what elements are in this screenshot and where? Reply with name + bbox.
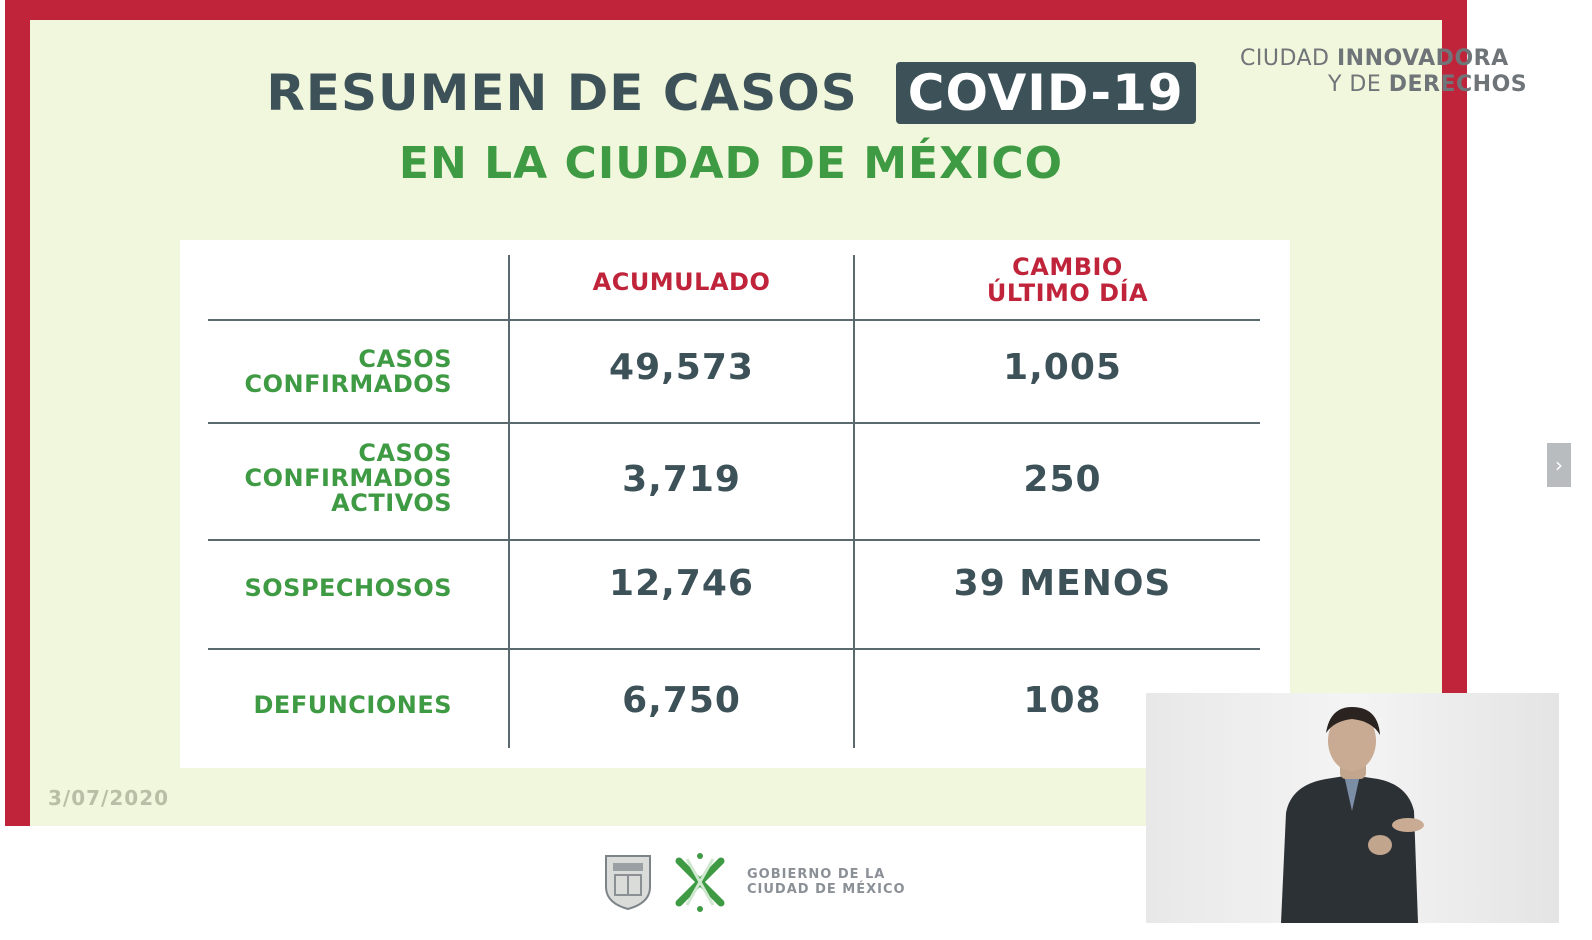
sign-language-interpreter-video: [1146, 693, 1559, 923]
row-divider: [208, 319, 1260, 321]
slogan-bold: INNOVADORA: [1337, 46, 1509, 71]
row-label-line: CONFIRMADOS: [244, 464, 452, 492]
value-suspected-change: 39 MENOS: [953, 563, 1172, 604]
header-accumulated: ACUMULADO: [592, 268, 771, 296]
row-label-deaths: DEFUNCIONES: [208, 693, 452, 718]
row-divider: [208, 422, 1260, 424]
slogan-text: CIUDAD: [1240, 46, 1337, 71]
column-divider: [508, 255, 510, 748]
title-row: RESUMEN DE CASOS COVID-19: [0, 62, 1462, 124]
government-name-line: CIUDAD DE MÉXICO: [747, 882, 906, 897]
government-name: GOBIERNO DE LA CIUDAD DE MÉXICO: [747, 867, 906, 897]
slogan-text: Y DE: [1328, 72, 1389, 97]
header-change-line: CAMBIO: [1012, 253, 1123, 281]
coat-of-arms-icon: [605, 855, 651, 911]
column-divider: [853, 255, 855, 748]
cases-table: ACUMULADO CAMBIO ÚLTIMO DÍA CASOS CONFIR…: [180, 240, 1290, 768]
chevron-right-icon: ›: [1555, 453, 1563, 477]
page-title: RESUMEN DE CASOS: [266, 64, 858, 122]
header-change-line: ÚLTIMO DÍA: [986, 279, 1149, 307]
value-suspected-accumulated: 12,746: [609, 563, 754, 604]
row-divider: [208, 648, 1260, 650]
city-slogan: CIUDAD INNOVADORA Y DE DERECHOS: [1240, 46, 1530, 98]
value-confirmed-accumulated: 49,573: [609, 347, 754, 388]
row-label-suspected: SOSPECHOSOS: [208, 576, 452, 601]
row-label-line: CONFIRMADOS: [244, 370, 452, 398]
row-label-line: SOSPECHOSOS: [244, 574, 452, 602]
row-label-line: CASOS: [358, 345, 452, 373]
cdmx-logo-icon: [675, 853, 725, 912]
covid-badge: COVID-19: [895, 62, 1196, 124]
slogan-bold: DERECHOS: [1388, 72, 1528, 97]
slide-date: 3/07/2020: [48, 786, 170, 810]
row-label-line: DEFUNCIONES: [253, 691, 452, 719]
row-label-line: CASOS: [358, 439, 452, 467]
value-active-accumulated: 3,719: [622, 459, 741, 500]
value-active-change: 250: [1023, 459, 1102, 500]
row-label-line: ACTIVOS: [331, 489, 452, 517]
interpreter-figure: [1281, 707, 1424, 923]
next-slide-button[interactable]: ›: [1547, 443, 1571, 487]
value-confirmed-change: 1,005: [1003, 347, 1122, 388]
value-deaths-accumulated: 6,750: [622, 680, 741, 721]
header-change: CAMBIO ÚLTIMO DÍA: [855, 254, 1280, 306]
page-subtitle: EN LA CIUDAD DE MÉXICO: [398, 138, 1064, 189]
footer-logos: GOBIERNO DE LA CIUDAD DE MÉXICO: [603, 850, 906, 914]
value-deaths-change: 108: [1023, 680, 1102, 721]
row-label-confirmed: CASOS CONFIRMADOS: [208, 347, 452, 397]
government-name-line: GOBIERNO DE LA: [747, 867, 886, 882]
row-label-active: CASOS CONFIRMADOS ACTIVOS: [208, 441, 452, 516]
row-divider: [208, 539, 1260, 541]
